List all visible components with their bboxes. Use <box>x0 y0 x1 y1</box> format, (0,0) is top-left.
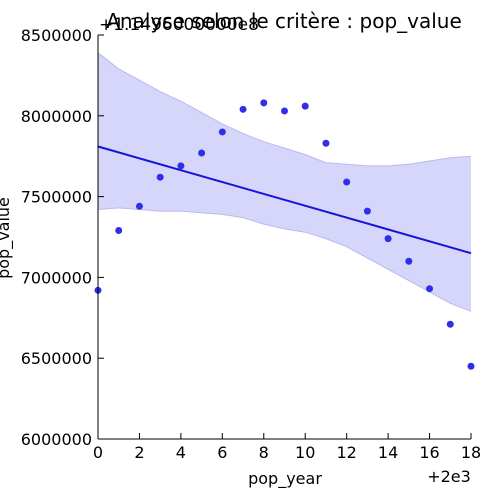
data-point <box>135 202 143 210</box>
data-point <box>260 99 268 107</box>
data-point <box>467 362 475 370</box>
data-point <box>363 207 371 215</box>
y-tick-label: 8000000 <box>21 107 92 126</box>
x-tick-label: 14 <box>378 443 398 462</box>
chart-title: Analyse selon le critère : pop_value <box>106 9 462 33</box>
y-tick-label: 6000000 <box>21 430 92 449</box>
x-tick-label: 18 <box>461 443 481 462</box>
data-point <box>239 105 247 113</box>
data-point <box>281 107 288 115</box>
confidence-band-lower-edge <box>97 207 472 312</box>
data-point <box>218 128 226 136</box>
y-tick-label: 6500000 <box>21 349 92 368</box>
x-tick-label: 16 <box>419 443 439 462</box>
x-axis-label: pop_year <box>248 469 322 489</box>
x-tick-label: 8 <box>259 443 269 462</box>
y-tick-label: 8500000 <box>21 26 92 45</box>
confidence-band-upper-edge <box>97 52 472 167</box>
x-tick-label: 10 <box>295 443 315 462</box>
x-offset-label: +2e3 <box>427 467 471 486</box>
confidence-band <box>98 52 471 312</box>
data-point <box>156 173 164 181</box>
data-point <box>446 320 454 328</box>
x-tick-label: 12 <box>336 443 356 462</box>
ticks-layer: 0 2 4 6 8 10 12 14 16 18 6000000 6500000 7000000 7500… <box>21 26 481 462</box>
data-point <box>115 227 123 235</box>
x-tick-label: 2 <box>134 443 144 462</box>
data-point <box>405 257 413 265</box>
y-axis-label: pop_value <box>0 197 14 279</box>
data-point <box>343 178 351 186</box>
regression-line <box>97 145 472 255</box>
data-point <box>301 102 309 110</box>
data-point <box>384 235 392 243</box>
x-tick-label: 0 <box>93 443 103 462</box>
x-tick-label: 4 <box>176 443 186 462</box>
y-offset-label: +1.1496000000e8 <box>99 15 259 35</box>
points-layer <box>94 99 475 370</box>
data-point <box>322 139 330 147</box>
y-tick-label: 7500000 <box>21 188 92 207</box>
data-point <box>426 285 434 293</box>
y-tick-label: 7000000 <box>21 268 92 287</box>
confidence-band-layer <box>97 52 472 312</box>
axes-layer <box>97 35 471 440</box>
x-tick-label: 6 <box>217 443 227 462</box>
regression-line-layer <box>97 145 472 255</box>
data-point <box>198 149 206 157</box>
data-point <box>177 162 185 170</box>
